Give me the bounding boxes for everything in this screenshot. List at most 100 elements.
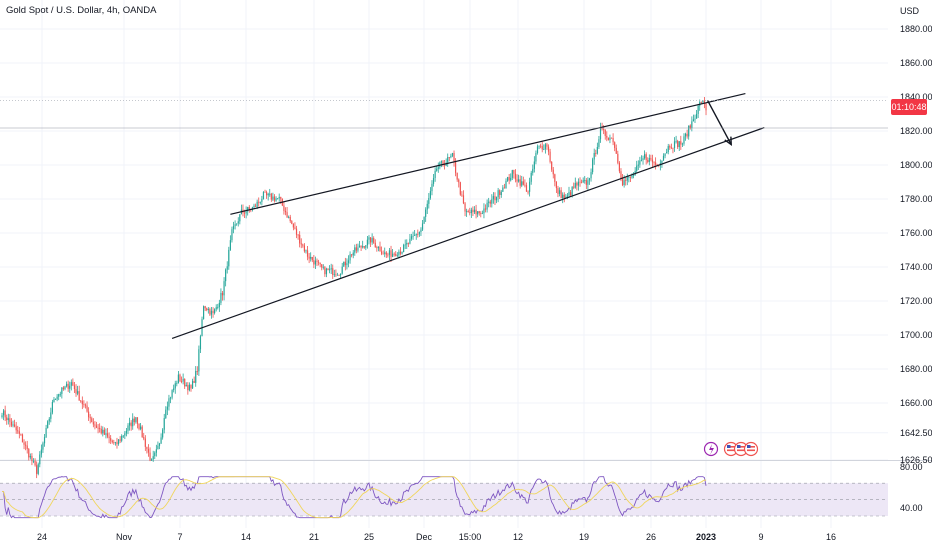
candle-body bbox=[237, 221, 239, 224]
candle-body bbox=[549, 151, 551, 162]
candle-body bbox=[177, 374, 179, 384]
candle-body bbox=[99, 427, 101, 429]
countdown-label: 01:10:48 bbox=[891, 102, 926, 112]
candle-body bbox=[199, 336, 202, 350]
candle-body bbox=[264, 191, 266, 193]
candle-body bbox=[697, 105, 699, 114]
candle-body bbox=[343, 261, 345, 267]
candle-body bbox=[111, 440, 113, 443]
candle-body bbox=[525, 185, 528, 192]
candle-body bbox=[412, 235, 414, 237]
candle-body bbox=[569, 192, 572, 196]
candle-body bbox=[247, 207, 249, 212]
candle-body bbox=[670, 147, 672, 149]
candle-body bbox=[527, 191, 529, 193]
candle-body bbox=[188, 384, 191, 391]
candle-body bbox=[165, 409, 167, 419]
candle-body bbox=[644, 154, 646, 159]
candle-body bbox=[571, 186, 573, 196]
candle-body bbox=[306, 250, 309, 257]
candle-body bbox=[357, 247, 359, 251]
candle-body bbox=[484, 208, 487, 210]
flag-stripe bbox=[737, 449, 745, 452]
candle-body bbox=[410, 236, 413, 239]
candle-body bbox=[173, 388, 175, 391]
candle-body bbox=[426, 203, 428, 210]
candle-body bbox=[595, 153, 597, 154]
price-tick-label: 1720.000 bbox=[900, 296, 932, 306]
candle-body bbox=[623, 180, 625, 186]
candle-body bbox=[639, 160, 641, 165]
candle-body bbox=[450, 155, 452, 158]
candle-body bbox=[472, 209, 474, 213]
candle-body bbox=[103, 429, 105, 435]
candle-body bbox=[499, 190, 501, 195]
event-markers[interactable] bbox=[703, 441, 759, 457]
price-tick-label: 1626.500 bbox=[900, 455, 932, 465]
candle-body bbox=[510, 177, 512, 181]
time-tick-label: 21 bbox=[309, 532, 319, 542]
candle-body bbox=[75, 389, 77, 394]
price-tick-label: 1760.000 bbox=[900, 228, 932, 238]
countdown-tag bbox=[891, 99, 927, 115]
candle-body bbox=[587, 180, 589, 185]
candle-body bbox=[272, 196, 274, 200]
candle-body bbox=[576, 182, 578, 186]
candle-body bbox=[464, 203, 466, 212]
time-axis[interactable]: 24 Nov 7 14 21 25 Dec 15:00 12 19 26 2023 9 16 bbox=[37, 532, 836, 542]
candle-body bbox=[73, 385, 76, 390]
candle-body bbox=[617, 153, 619, 163]
candle-body bbox=[295, 228, 298, 235]
candle-body bbox=[20, 433, 22, 435]
candle-body bbox=[180, 381, 183, 382]
candle-body bbox=[151, 459, 153, 461]
candle-body bbox=[603, 129, 605, 131]
candle-body bbox=[330, 268, 332, 270]
candle-body bbox=[352, 252, 354, 256]
price-axis[interactable]: 1880.000 1860.000 1840.000 1820.000 1800.000… bbox=[891, 6, 932, 465]
candle-body bbox=[292, 224, 294, 228]
candle-body bbox=[152, 456, 154, 460]
candle-body bbox=[677, 140, 679, 148]
candle-body bbox=[440, 161, 443, 163]
candle-body bbox=[366, 239, 368, 246]
flag-canton bbox=[727, 445, 731, 448]
candle-body bbox=[453, 153, 455, 162]
candle-body bbox=[187, 385, 189, 391]
candle-body bbox=[130, 422, 132, 427]
candle-body bbox=[692, 119, 695, 122]
candle-body bbox=[524, 184, 526, 186]
candle-body bbox=[346, 263, 348, 266]
price-tick-label: 1820.000 bbox=[900, 126, 932, 136]
candle-body bbox=[475, 209, 477, 215]
candle-body bbox=[43, 437, 46, 444]
candle-body bbox=[667, 146, 669, 152]
candle-body bbox=[429, 191, 431, 198]
time-tick-label: 2023 bbox=[696, 532, 716, 542]
candle-body bbox=[380, 251, 383, 254]
candle-body bbox=[92, 422, 94, 425]
time-tick-label: Dec bbox=[416, 532, 433, 542]
candle-body bbox=[398, 251, 400, 256]
candle-body bbox=[514, 173, 517, 180]
candle-body bbox=[626, 177, 628, 181]
candle-body bbox=[69, 385, 71, 389]
candle-body bbox=[519, 179, 521, 186]
candle-body bbox=[462, 195, 465, 204]
trendline-drawings[interactable] bbox=[0, 93, 888, 339]
candle-body bbox=[121, 435, 123, 441]
candle-body bbox=[280, 196, 282, 199]
candle-body bbox=[584, 180, 586, 181]
candle-body bbox=[34, 460, 36, 466]
candle-body bbox=[81, 401, 83, 405]
candle-body bbox=[473, 209, 476, 213]
candle-body bbox=[615, 147, 617, 154]
candle-body bbox=[196, 371, 198, 372]
candle-body bbox=[206, 308, 208, 311]
candle-body bbox=[67, 383, 69, 389]
candle-body bbox=[360, 245, 362, 248]
time-tick-label: 19 bbox=[579, 532, 589, 542]
flag-canton bbox=[747, 445, 751, 448]
